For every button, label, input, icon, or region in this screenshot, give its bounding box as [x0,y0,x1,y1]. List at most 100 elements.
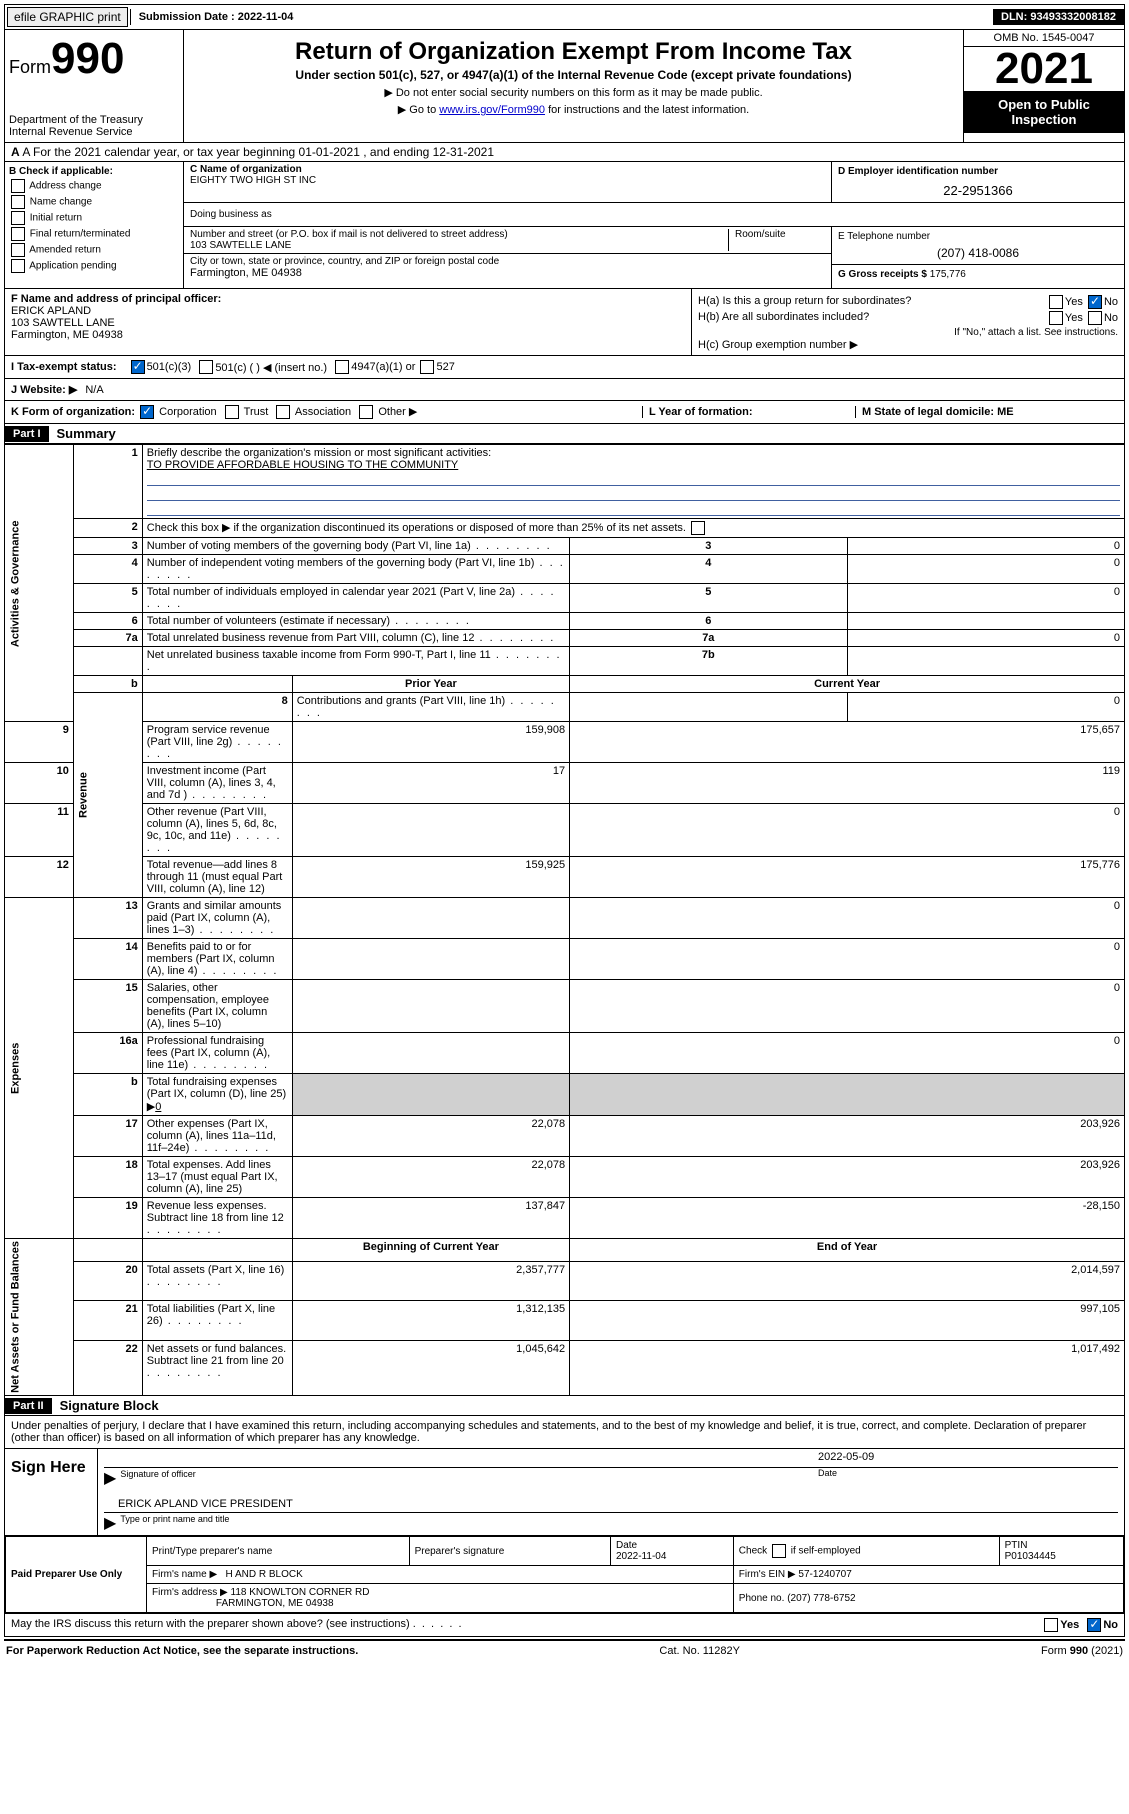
section-d: D Employer identification number 22-2951… [831,162,1124,202]
row-9: 9Program service revenue (Part VIII, lin… [5,722,1125,763]
part1-title: Summary [49,424,124,443]
officer-label: F Name and address of principal officer: [11,293,221,305]
cb-trust[interactable] [225,405,239,419]
note2-post: for instructions and the latest informat… [545,104,749,116]
mission-text: TO PROVIDE AFFORDABLE HOUSING TO THE COM… [147,459,459,471]
side-net-assets: Net Assets or Fund Balances [5,1239,74,1396]
note2-pre: ▶ Go to [398,104,439,116]
summary-table: Activities & Governance 1 Briefly descri… [4,444,1125,1396]
prep-date-hdr: Date [616,1540,637,1551]
paid-preparer-block: Paid Preparer Use Only Print/Type prepar… [4,1536,1125,1614]
top-bar: efile GRAPHIC print Submission Date : 20… [4,4,1125,30]
row-7b: Net unrelated business taxable income fr… [5,647,1125,676]
cb-self-employed[interactable] [772,1544,786,1558]
row-j: J Website: ▶ N/A [4,379,1125,401]
firm-ein-label: Firm's EIN ▶ [739,1569,796,1580]
open-to-public: Open to Public Inspection [964,91,1124,133]
may-no: No [1103,1619,1118,1631]
row-18: 18Total expenses. Add lines 13–17 (must … [5,1157,1125,1198]
cb-initial-return[interactable] [11,211,25,225]
opt-4947: 4947(a)(1) or [351,361,415,373]
cb-amended[interactable] [11,243,25,257]
form-note-1: ▶ Do not enter social security numbers o… [190,86,957,99]
section-e-g: E Telephone number (207) 418-0086 G Gros… [831,227,1124,288]
row-21: 21Total liabilities (Part X, line 26)1,3… [5,1301,1125,1340]
row-7a: 7aTotal unrelated business revenue from … [5,630,1125,647]
cb-line2[interactable] [691,521,705,535]
paid-prep-label: Paid Preparer Use Only [6,1537,147,1613]
cb-ha-yes[interactable] [1049,295,1063,309]
cb-may-no[interactable] [1087,1618,1101,1632]
row-k: K Form of organization: Corporation Trus… [4,401,1125,424]
cb-hb-no[interactable] [1088,311,1102,325]
opt-527: 527 [436,361,454,373]
hb-yes: Yes [1065,312,1083,324]
form-id-block: Form990 Department of the Treasury Inter… [5,30,184,142]
lbl-final-return: Final return/terminated [30,229,131,240]
cb-hb-yes[interactable] [1049,311,1063,325]
hb-label: H(b) Are all subordinates included? [698,311,869,325]
lbl-address-change: Address change [29,181,101,192]
row-i: I Tax-exempt status: 501(c)(3) 501(c) ( … [4,356,1125,379]
cb-app-pending[interactable] [11,259,25,273]
form-prefix: Form [9,57,51,77]
cb-4947[interactable] [335,360,349,374]
cb-ha-no[interactable] [1088,295,1102,309]
row-12: 12Total revenue—add lines 8 through 11 (… [5,857,1125,898]
row-16b: bTotal fundraising expenses (Part IX, co… [5,1074,1125,1116]
footer-left: For Paperwork Reduction Act Notice, see … [6,1645,358,1657]
row-6: 6Total number of volunteers (estimate if… [5,613,1125,630]
ptin-value: P01034445 [1005,1551,1056,1562]
lbl-name-change: Name change [30,197,92,208]
row-16a: 16aProfessional fundraising fees (Part I… [5,1033,1125,1074]
side-expenses: Expenses [5,898,74,1239]
lbl-amended: Amended return [29,245,101,256]
ha-yes: Yes [1065,296,1083,308]
efile-print-button[interactable]: efile GRAPHIC print [7,7,128,27]
form-year-block: OMB No. 1545-0047 2021 Open to Public In… [963,30,1124,142]
row-l-label: L Year of formation: [649,406,753,418]
may-discuss-row: May the IRS discuss this return with the… [4,1614,1125,1637]
part2-header: Part II Signature Block [4,1396,1125,1416]
cb-corp[interactable] [140,405,154,419]
cb-501c[interactable] [199,360,213,374]
phone-label: E Telephone number [838,231,1118,242]
dba-row: Doing business as [184,203,1124,227]
prep-phone-label: Phone no. [739,1593,785,1604]
org-name-label: C Name of organization [190,164,825,175]
hb-note: If "No," attach a list. See instructions… [698,327,1118,338]
may-yes: Yes [1060,1619,1079,1631]
signature-block: Under penalties of perjury, I declare th… [4,1416,1125,1536]
form-note-2: ▶ Go to www.irs.gov/Form990 for instruct… [190,103,957,116]
cb-assoc[interactable] [276,405,290,419]
cb-may-yes[interactable] [1044,1618,1058,1632]
dept-label: Department of the Treasury Internal Reve… [9,114,179,138]
city-value: Farmington, ME 04938 [190,267,825,279]
line-2: Check this box ▶ if the organization dis… [142,519,1124,538]
prep-name-hdr: Print/Type preparer's name [147,1537,410,1566]
firm-name-label: Firm's name ▶ [152,1569,217,1580]
section-c-to-g: C Name of organization EIGHTY TWO HIGH S… [184,162,1124,288]
may-q: May the IRS discuss this return with the… [11,1618,410,1630]
prep-check-pre: Check [739,1546,767,1557]
page-footer: For Paperwork Reduction Act Notice, see … [4,1639,1125,1661]
irs-link[interactable]: www.irs.gov/Form990 [439,104,545,116]
cb-501c3[interactable] [131,360,145,374]
city-label: City or town, state or province, country… [190,256,825,267]
row-20: 20Total assets (Part X, line 16)2,357,77… [5,1262,1125,1301]
ha-no: No [1104,296,1118,308]
tax-year: 2021 [964,47,1124,91]
prep-phone: (207) 778-6752 [787,1593,855,1604]
ein-label: D Employer identification number [838,166,998,177]
cb-other[interactable] [359,405,373,419]
prep-sig-hdr: Preparer's signature [409,1537,610,1566]
sign-here-label: Sign Here [5,1449,98,1535]
cb-527[interactable] [420,360,434,374]
cb-address-change[interactable] [11,179,25,193]
cb-name-change[interactable] [11,195,25,209]
website-value: N/A [85,384,103,396]
ptin-label: PTIN [1005,1540,1028,1551]
cb-final-return[interactable] [11,227,25,241]
footer-right: Form 990 (2021) [1041,1645,1123,1657]
phone-value: (207) 418-0086 [838,246,1118,260]
